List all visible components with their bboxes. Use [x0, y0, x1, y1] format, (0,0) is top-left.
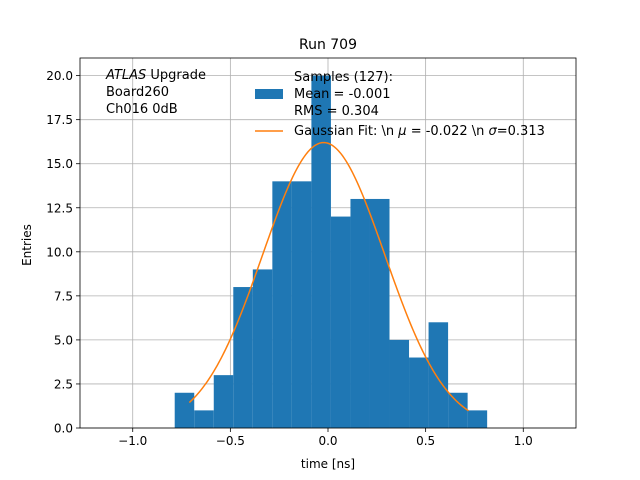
y-tick-label: 5.0	[54, 333, 73, 347]
annotation-italic-text: ATLAS	[105, 68, 146, 83]
y-tick-label: 0.0	[54, 422, 73, 436]
annotation-text: Board260	[106, 85, 169, 100]
histogram-bar	[428, 322, 449, 428]
histogram-bar	[448, 392, 468, 428]
histogram-bars	[174, 75, 488, 428]
histogram-bar	[389, 339, 410, 428]
annotation-text: Ch016 0dB	[106, 102, 178, 117]
axis-ticks: −1.0 −0.5 0.0 0.5 1.0 0.0 2.5 5.0 7.5 10.0 12.5 15.…	[46, 69, 533, 448]
histogram-bar	[194, 410, 214, 428]
legend-fit-prefix: Gaussian Fit: \n	[294, 124, 398, 139]
y-tick-label: 10.0	[46, 245, 73, 259]
legend-fit-sigma-text: =0.313	[497, 124, 545, 139]
histogram-bar	[174, 392, 195, 428]
legend-samples-line: Samples (127):	[294, 70, 393, 85]
legend-fit-mu-symbol: μ	[397, 124, 406, 139]
histogram-bar	[409, 357, 429, 428]
annotation-line: Board260	[106, 85, 169, 100]
legend-fit-sigma-symbol: σ	[489, 124, 498, 139]
legend-fit-label: Gaussian Fit: \n μ = -0.022 \n σ=0.313	[294, 124, 545, 139]
annotation-line: Ch016 0dB	[106, 102, 178, 117]
x-tick-label: 0.5	[416, 434, 435, 448]
x-tick-label: 1.0	[514, 434, 533, 448]
x-tick-label: 0.0	[318, 434, 337, 448]
legend-samples-swatch	[255, 89, 283, 99]
y-tick-label: 20.0	[46, 69, 73, 83]
y-tick-label: 15.0	[46, 157, 73, 171]
y-tick-label: 7.5	[54, 289, 73, 303]
histogram-bar	[369, 198, 390, 428]
x-tick-label: −1.0	[118, 434, 147, 448]
histogram-bar	[272, 181, 292, 428]
annotation-line: ATLAS Upgrade	[105, 68, 206, 83]
atlas-annotation: ATLAS Upgrade Board260 Ch016 0dB	[105, 68, 206, 117]
gaussian-fit-curve	[188, 141, 470, 412]
annotation-text: Upgrade	[146, 68, 206, 83]
histogram-bar	[330, 216, 351, 428]
legend: Samples (127): Mean = -0.001 RMS = 0.304…	[255, 70, 545, 139]
histogram-bar	[252, 269, 273, 428]
histogram-bar	[291, 181, 312, 428]
y-axis-label: Entries	[20, 224, 34, 266]
x-tick-label: −0.5	[216, 434, 245, 448]
legend-fit-mu-text: = -0.022 \n	[407, 124, 489, 139]
y-tick-label: 2.5	[54, 377, 73, 391]
histogram-bar	[213, 375, 234, 428]
y-tick-label: 17.5	[46, 113, 73, 127]
histogram-bar	[467, 410, 488, 428]
histogram-bar	[311, 75, 331, 428]
legend-samples-line: Mean = -0.001	[294, 87, 390, 102]
y-tick-label: 12.5	[46, 201, 73, 215]
legend-samples-line: RMS = 0.304	[294, 104, 379, 119]
histogram-bar	[350, 198, 370, 428]
x-axis-label: time [ns]	[301, 457, 355, 471]
chart-title: Run 709	[299, 37, 357, 53]
